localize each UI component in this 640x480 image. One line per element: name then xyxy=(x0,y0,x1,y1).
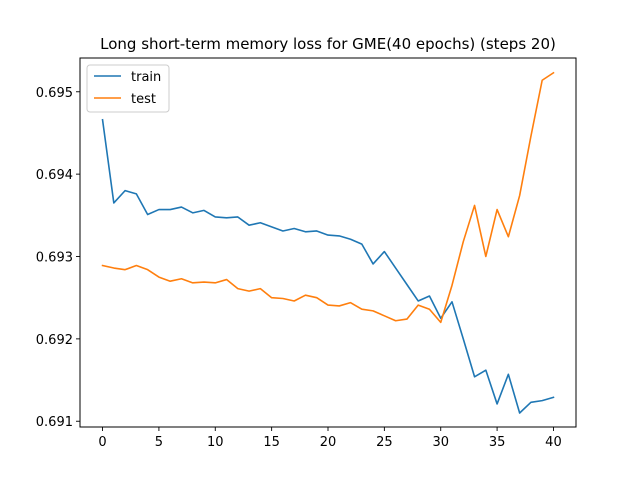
series-line-train xyxy=(101,118,555,414)
legend: train test xyxy=(86,64,170,113)
x-tick-label: 30 xyxy=(432,435,449,450)
x-tick-label: 5 xyxy=(155,435,163,450)
x-tick-label: 35 xyxy=(489,435,506,450)
series-layer xyxy=(101,71,555,414)
x-tick-label: 40 xyxy=(545,435,562,450)
x-tick-label: 15 xyxy=(263,435,280,450)
series-line-test xyxy=(101,71,555,324)
x-tick-label: 25 xyxy=(376,435,393,450)
y-tick-label: 0.692 xyxy=(36,333,73,348)
legend-label-test: test xyxy=(131,92,156,107)
x-tick-label: 0 xyxy=(98,435,106,450)
y-tick-label: 0.695 xyxy=(36,86,73,101)
x-axis: 0 5 10 15 20 25 30 35 40 xyxy=(98,427,562,450)
y-axis: 0.691 0.692 0.693 0.694 0.695 xyxy=(36,86,80,430)
legend-label-train: train xyxy=(131,70,161,85)
x-tick-label: 20 xyxy=(320,435,337,450)
y-tick-label: 0.691 xyxy=(36,415,73,430)
chart-title: Long short-term memory loss for GME(40 e… xyxy=(100,35,556,53)
x-tick-label: 10 xyxy=(207,435,224,450)
y-tick-label: 0.694 xyxy=(36,168,73,183)
y-tick-label: 0.693 xyxy=(36,251,73,266)
